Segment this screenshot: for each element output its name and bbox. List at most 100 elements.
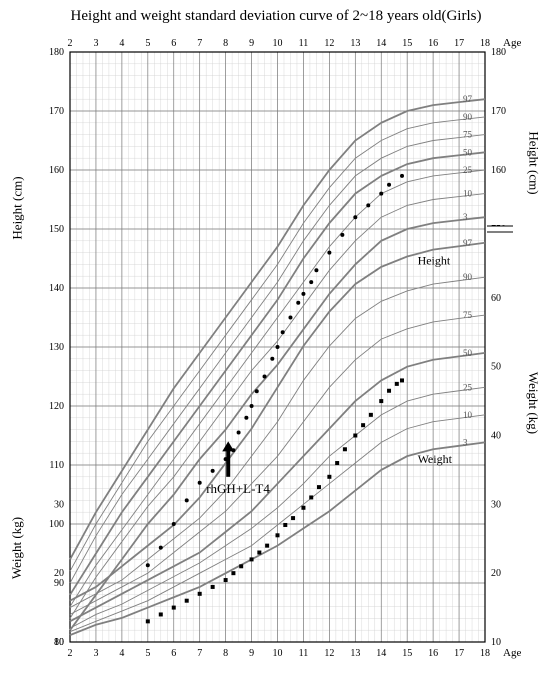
weight-data-point: [276, 533, 280, 537]
age-tick-top: 14: [376, 38, 386, 49]
weight-data-point: [309, 495, 313, 499]
age-tick-top: 4: [119, 38, 124, 49]
age-tick-bottom: 15: [402, 648, 412, 659]
height-data-point: [309, 280, 313, 284]
age-tick-bottom: 17: [454, 648, 464, 659]
weight-data-point: [185, 599, 189, 603]
height-data-point: [159, 546, 163, 550]
weight-data-point: [400, 378, 404, 382]
height-data-point: [244, 416, 248, 420]
weight-data-point: [291, 516, 295, 520]
height-data-point: [172, 522, 176, 526]
chart-container: { "title": "Height and weight standard d…: [0, 0, 552, 694]
weight-data-point: [379, 399, 383, 403]
height-section-label: Height: [418, 253, 451, 267]
age-tick-top: 10: [273, 38, 283, 49]
height-data-point: [255, 389, 259, 393]
age-tick-top: 18: [480, 38, 490, 49]
weight-data-point: [250, 557, 254, 561]
weight-data-point: [257, 551, 261, 555]
axis-label-weight-right: Weight (kg): [525, 372, 541, 434]
weight-data-point: [146, 619, 150, 623]
age-tick-top: 12: [324, 38, 334, 49]
centile-label: 75: [463, 310, 473, 320]
centile-label: 90: [463, 272, 473, 282]
height-data-point: [276, 345, 280, 349]
age-tick-top: 11: [299, 38, 309, 49]
weight-tick-right: 10: [491, 637, 501, 648]
age-tick-top: 7: [197, 38, 202, 49]
height-data-point: [366, 203, 370, 207]
weight-data-point: [159, 612, 163, 616]
age-tick-bottom: 5: [145, 648, 150, 659]
weight-data-point: [211, 585, 215, 589]
weight-data-point: [317, 485, 321, 489]
age-tick-top: 8: [223, 38, 228, 49]
weight-data-point: [361, 423, 365, 427]
weight-tick-left: 30: [54, 499, 64, 510]
centile-label: 3: [463, 437, 468, 447]
height-tick-left: 160: [49, 165, 64, 176]
height-tick-left: 110: [49, 460, 64, 471]
height-data-point: [198, 481, 202, 485]
centile-label: 25: [463, 382, 473, 392]
age-tick-bottom: 6: [171, 648, 176, 659]
height-data-point: [211, 469, 215, 473]
age-tick-top: 5: [145, 38, 150, 49]
height-data-point: [237, 431, 241, 435]
height-data-point: [263, 375, 267, 379]
height-tick-left: 120: [49, 401, 64, 412]
height-tick-right: 180: [491, 47, 506, 58]
weight-tick-right: 40: [491, 431, 501, 442]
weight-tick-right: 60: [491, 293, 501, 304]
age-tick-bottom: 18: [480, 648, 490, 659]
age-tick-top: 9: [249, 38, 254, 49]
age-tick-bottom: 13: [350, 648, 360, 659]
age-tick-bottom: 9: [249, 648, 254, 659]
height-data-point: [314, 268, 318, 272]
height-data-point: [301, 292, 305, 296]
weight-data-point: [343, 447, 347, 451]
weight-data-point: [369, 413, 373, 417]
height-tick-left: 150: [49, 224, 64, 235]
centile-label: 75: [463, 130, 473, 140]
age-tick-top: 3: [93, 38, 98, 49]
height-data-point: [288, 316, 292, 320]
centile-label: 25: [463, 165, 473, 175]
height-data-point: [379, 192, 383, 196]
weight-data-point: [327, 475, 331, 479]
weight-data-point: [265, 544, 269, 548]
axis-label-weight-left: Weight (kg): [9, 517, 25, 579]
age-tick-bottom: 4: [119, 648, 124, 659]
weight-data-point: [335, 461, 339, 465]
height-tick-left: 140: [49, 283, 64, 294]
centile-label: 50: [463, 147, 473, 157]
height-tick-left: 90: [54, 578, 64, 589]
weight-data-point: [353, 434, 357, 438]
age-tick-top: 13: [350, 38, 360, 49]
weight-tick-right: 30: [491, 499, 501, 510]
weight-data-point: [239, 564, 243, 568]
centile-label: 10: [463, 410, 473, 420]
age-tick-bottom: 10: [273, 648, 283, 659]
age-tick-bottom: 8: [223, 648, 228, 659]
centile-label: 90: [463, 112, 473, 122]
centile-label: 3: [463, 212, 468, 222]
height-data-point: [250, 404, 254, 408]
height-tick-left: 100: [49, 519, 64, 530]
height-tick-left: 130: [49, 342, 64, 353]
growth-chart-svg: 2233445566778899101011111212131314141515…: [0, 0, 552, 694]
height-tick-left: 180: [49, 47, 64, 58]
age-tick-bottom: 2: [68, 648, 73, 659]
weight-data-point: [301, 506, 305, 510]
age-tick-bottom: 14: [376, 648, 386, 659]
centile-label: 50: [463, 348, 473, 358]
age-tick-top: 6: [171, 38, 176, 49]
weight-tick-left: 20: [54, 568, 64, 579]
age-tick-bottom: 16: [428, 648, 438, 659]
age-label-bottom: Age: [503, 647, 521, 659]
weight-data-point: [198, 592, 202, 596]
age-tick-top: 2: [68, 38, 73, 49]
weight-tick-left: 10: [54, 637, 64, 648]
arrowhead-icon: [222, 441, 234, 451]
